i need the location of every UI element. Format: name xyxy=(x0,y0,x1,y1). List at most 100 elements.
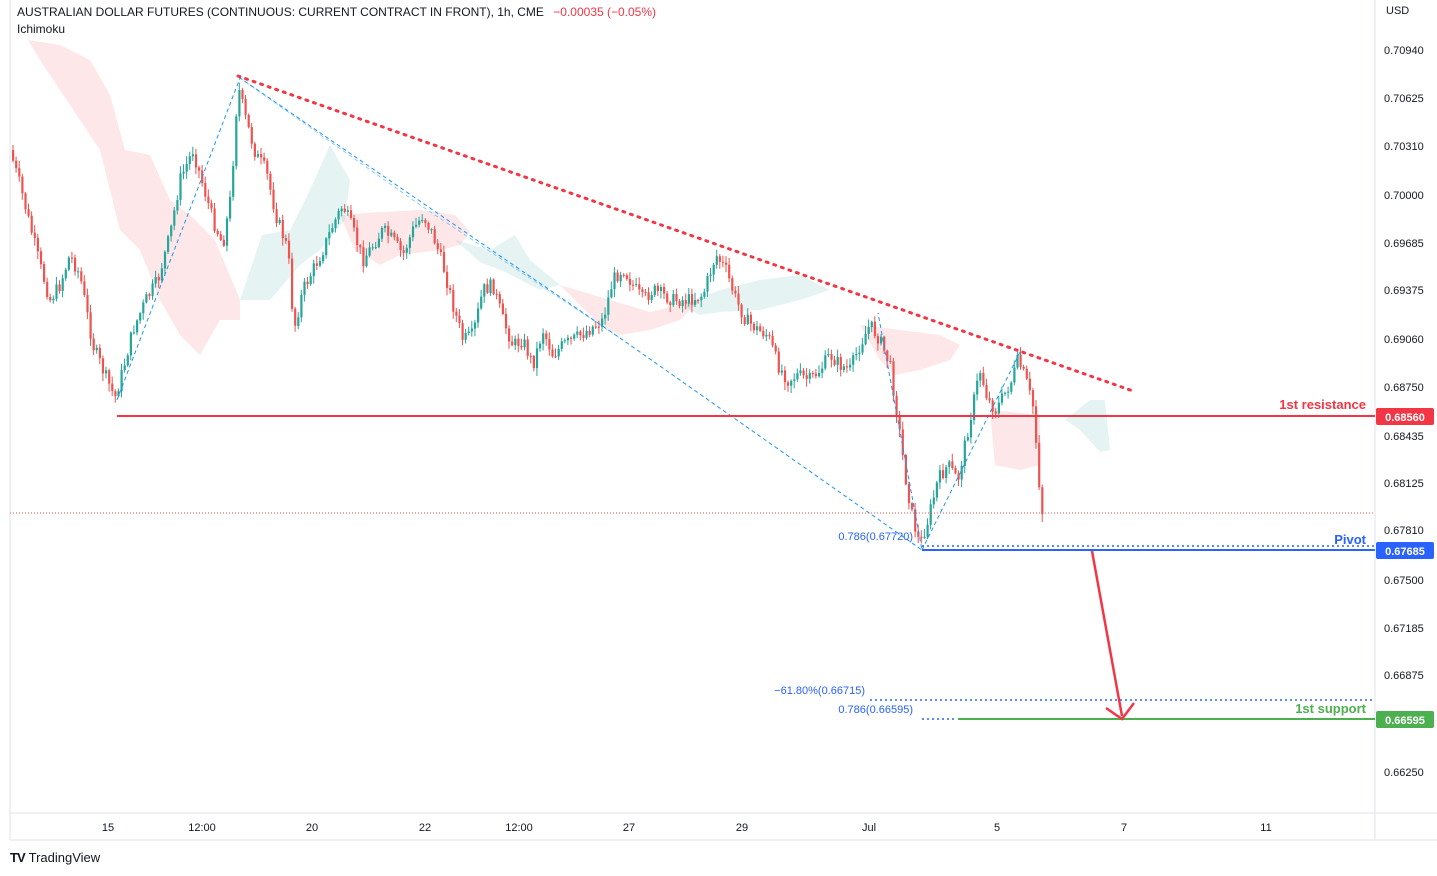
candle-body[interactable] xyxy=(74,257,77,272)
candle-body[interactable] xyxy=(86,295,89,313)
candle-body[interactable] xyxy=(911,503,914,510)
candle-body[interactable] xyxy=(554,356,557,358)
candle-body[interactable] xyxy=(678,301,681,306)
candle-body[interactable] xyxy=(424,220,427,223)
candle-body[interactable] xyxy=(988,398,991,401)
candle-body[interactable] xyxy=(498,294,501,304)
candle-body[interactable] xyxy=(712,264,715,275)
candle-body[interactable] xyxy=(207,196,210,204)
candle-body[interactable] xyxy=(864,333,867,345)
candle-body[interactable] xyxy=(796,373,799,380)
candle-body[interactable] xyxy=(852,355,855,365)
candle-body[interactable] xyxy=(256,154,260,157)
candle-body[interactable] xyxy=(43,264,46,282)
candle-body[interactable] xyxy=(318,261,322,266)
candle-body[interactable] xyxy=(402,250,405,253)
candle-body[interactable] xyxy=(917,531,920,537)
candle-body[interactable] xyxy=(1016,354,1019,368)
candle-body[interactable] xyxy=(95,347,98,351)
candle-body[interactable] xyxy=(89,312,92,339)
candle-body[interactable] xyxy=(520,345,523,348)
candle-body[interactable] xyxy=(210,203,213,209)
candle-body[interactable] xyxy=(55,284,58,299)
candle-body[interactable] xyxy=(204,183,207,197)
candle-body[interactable] xyxy=(824,355,827,369)
candle-body[interactable] xyxy=(706,276,709,292)
candle-body[interactable] xyxy=(545,333,548,340)
candle-body[interactable] xyxy=(994,411,997,414)
candle-body[interactable] xyxy=(390,232,393,236)
candle-body[interactable] xyxy=(855,353,858,356)
candle-body[interactable] xyxy=(721,261,725,263)
candle-body[interactable] xyxy=(725,262,728,265)
indicator-ichimoku[interactable]: Ichimoku xyxy=(17,22,66,36)
candle-body[interactable] xyxy=(802,370,805,376)
candle-body[interactable] xyxy=(966,437,969,441)
candle-body[interactable] xyxy=(523,339,526,348)
candle-body[interactable] xyxy=(80,271,83,282)
candle-body[interactable] xyxy=(818,372,821,377)
candle-body[interactable] xyxy=(901,429,904,455)
candle-body[interactable] xyxy=(393,232,396,238)
candle-body[interactable] xyxy=(154,277,157,284)
candle-body[interactable] xyxy=(1000,393,1004,403)
candle-body[interactable] xyxy=(566,337,570,341)
candle-body[interactable] xyxy=(867,327,870,334)
candle-body[interactable] xyxy=(935,482,938,498)
candle-body[interactable] xyxy=(160,268,163,281)
candle-body[interactable] xyxy=(669,302,672,306)
candle-body[interactable] xyxy=(790,380,793,386)
candle-body[interactable] xyxy=(610,289,613,298)
candle-body[interactable] xyxy=(294,308,297,326)
candle-body[interactable] xyxy=(749,314,752,324)
candle-body[interactable] xyxy=(656,285,659,291)
candle-body[interactable] xyxy=(690,294,694,305)
candle-body[interactable] xyxy=(1031,390,1035,407)
candle-body[interactable] xyxy=(387,225,390,236)
candle-body[interactable] xyxy=(61,278,64,291)
candle-body[interactable] xyxy=(659,287,663,291)
candle-body[interactable] xyxy=(452,290,455,312)
candle-body[interactable] xyxy=(343,208,346,212)
candle-body[interactable] xyxy=(325,238,328,256)
candle-body[interactable] xyxy=(821,368,824,373)
projection-arrow-icon[interactable] xyxy=(1090,550,1135,721)
candle-body[interactable] xyxy=(219,234,222,240)
candle-body[interactable] xyxy=(582,335,585,338)
candle-body[interactable] xyxy=(430,229,433,231)
candle-body[interactable] xyxy=(12,150,15,161)
candle-body[interactable] xyxy=(979,372,982,381)
candle-body[interactable] xyxy=(480,296,483,309)
candle-body[interactable] xyxy=(396,237,399,242)
candle-body[interactable] xyxy=(473,322,477,329)
candle-body[interactable] xyxy=(604,314,607,319)
candle-body[interactable] xyxy=(969,420,973,438)
candle-body[interactable] xyxy=(613,272,616,290)
candle-body[interactable] xyxy=(36,237,39,252)
candle-body[interactable] xyxy=(142,302,145,314)
candle-body[interactable] xyxy=(287,240,291,259)
candle-body[interactable] xyxy=(588,331,591,335)
candle-body[interactable] xyxy=(535,348,539,369)
candle-body[interactable] xyxy=(117,391,120,397)
candle-body[interactable] xyxy=(365,255,368,267)
candle-body[interactable] xyxy=(105,370,108,374)
candle-body[interactable] xyxy=(170,225,173,237)
candle-body[interactable] xyxy=(340,208,343,212)
symbol-title[interactable]: AUSTRALIAN DOLLAR FUTURES (CONTINUOUS: C… xyxy=(17,5,544,19)
candle-body[interactable] xyxy=(982,372,985,385)
candle-body[interactable] xyxy=(446,271,449,288)
candle-body[interactable] xyxy=(675,294,678,302)
candle-body[interactable] xyxy=(957,473,960,480)
candle-body[interactable] xyxy=(157,277,160,281)
candle-body[interactable] xyxy=(752,323,756,331)
candle-body[interactable] xyxy=(297,317,300,326)
candle-body[interactable] xyxy=(501,303,504,315)
candle-body[interactable] xyxy=(260,154,263,158)
candle-body[interactable] xyxy=(632,284,635,286)
candle-body[interactable] xyxy=(198,167,201,171)
candle-body[interactable] xyxy=(67,257,70,270)
candle-body[interactable] xyxy=(951,461,954,468)
candle-body[interactable] xyxy=(167,236,170,252)
candle-body[interactable] xyxy=(985,385,988,399)
